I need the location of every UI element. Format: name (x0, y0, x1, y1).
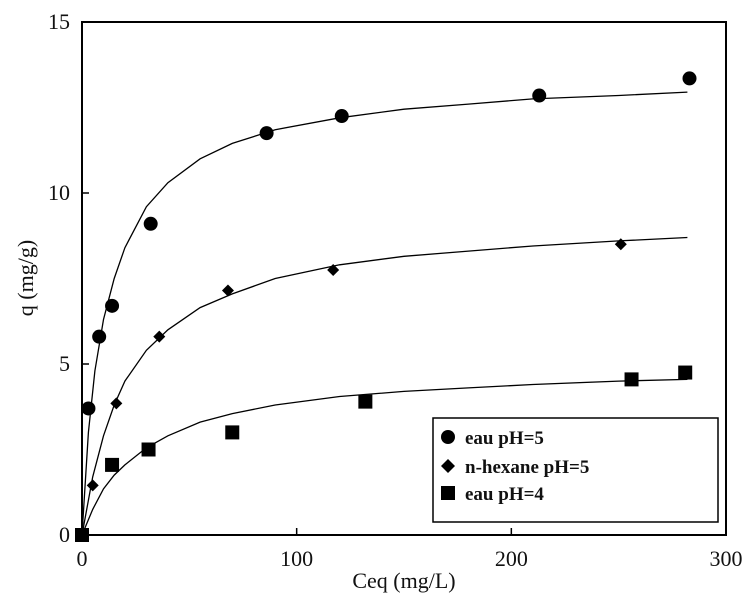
data-point-square (624, 372, 639, 387)
data-point-diamond (86, 479, 99, 492)
data-point-diamond (221, 284, 234, 297)
data-point-diamond (327, 263, 340, 276)
legend-marker-n-hexane-ph5 (441, 459, 455, 473)
fit-curve-series-1 (81, 236, 688, 536)
legend-label-n-hexane-ph5: n-hexane pH=5 (465, 457, 589, 478)
data-point-circle (143, 216, 158, 231)
x-axis-ticks: 0 100 200 300 (77, 528, 743, 571)
data-point-circle (81, 401, 96, 416)
legend-marker-eau-ph4 (441, 486, 455, 500)
x-tick-label: 0 (77, 546, 88, 571)
data-point-diamond (110, 397, 123, 410)
y-axis-ticks: 0 5 10 15 (48, 9, 89, 547)
legend-marker-eau-ph5 (441, 430, 455, 444)
data-point-circle (259, 126, 274, 141)
legend: eau pH=5 n-hexane pH=5 eau pH=4 (432, 417, 719, 523)
data-point-circle (105, 298, 120, 313)
data-point-circle (532, 88, 547, 103)
x-axis-title: Ceq (mg/L) (352, 568, 455, 593)
data-point-square (105, 457, 120, 472)
y-tick-label: 5 (59, 351, 70, 376)
legend-box (432, 417, 719, 523)
data-point-square (225, 425, 240, 440)
legend-label-eau-ph4: eau pH=4 (465, 484, 544, 505)
x-tick-label: 300 (710, 546, 743, 571)
data-point-circle (92, 329, 107, 344)
data-point-diamond (153, 330, 166, 343)
x-tick-label: 100 (280, 546, 313, 571)
y-axis-title: q (mg/g) (13, 240, 38, 316)
y-tick-label: 10 (48, 180, 70, 205)
data-markers (75, 71, 697, 542)
legend-label-eau-ph5: eau pH=5 (465, 428, 544, 449)
data-point-square (75, 528, 89, 542)
plot-frame (81, 21, 727, 536)
data-point-circle (682, 71, 697, 86)
data-point-circle (334, 109, 349, 124)
y-tick-label: 0 (59, 522, 70, 547)
fit-curve-series-2 (81, 378, 688, 536)
x-tick-label: 200 (495, 546, 528, 571)
data-point-square (678, 365, 693, 380)
y-tick-label: 15 (48, 9, 70, 34)
data-point-square (141, 442, 156, 457)
data-point-diamond (614, 238, 627, 251)
data-point-square (358, 394, 373, 409)
